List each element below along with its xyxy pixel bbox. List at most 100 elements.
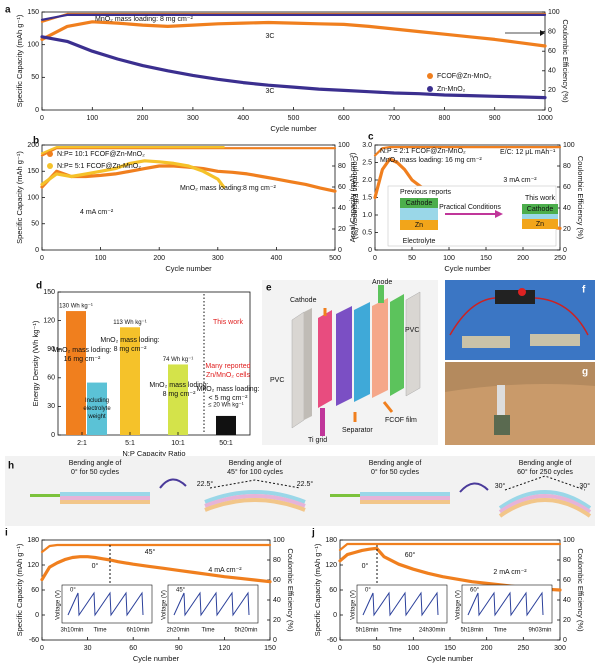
- y2-axis-title: Coulombic Efficiency (%): [576, 156, 585, 240]
- x-tick-label: 400: [271, 255, 283, 262]
- annotation: Voltage (V): [351, 590, 357, 620]
- panel-g: g: [445, 362, 595, 445]
- legend-marker: [427, 86, 433, 92]
- legend-marker: [47, 163, 53, 169]
- value-label: ≤ 20 Wh kg⁻¹: [208, 403, 243, 409]
- layer: [60, 496, 150, 500]
- value-label: 113 Wh kg⁻¹: [113, 320, 146, 326]
- legend-marker: [427, 73, 433, 79]
- annotation: Time: [93, 628, 107, 634]
- arm: [445, 384, 595, 445]
- legend-label: N:P= 5:1 FCOF@Zn-MnO₂: [57, 163, 141, 170]
- y2-tick-label: 40: [548, 68, 556, 75]
- panel-h: h Bending angle of 0° for 50 cycles Bend…: [5, 456, 595, 526]
- label: 22.5°: [197, 480, 214, 488]
- arrow: [459, 482, 489, 493]
- annotation: 8 mg cm⁻²: [114, 346, 148, 353]
- annotation: 3C: [266, 33, 275, 40]
- annotation: E/C: 12 μL mAh⁻¹: [500, 149, 556, 156]
- arrow: [382, 401, 394, 413]
- x-tick-label: 150: [444, 645, 456, 652]
- inset-frame: [356, 584, 448, 624]
- panel-label: a: [5, 5, 11, 16]
- y2-tick-label: 0: [338, 247, 342, 254]
- y2-tick-label: 0: [548, 107, 552, 114]
- annotation: Practical Conditions: [439, 204, 501, 211]
- pvc: [291, 311, 305, 429]
- ti-grid: [320, 408, 325, 436]
- y-tick-label: 50: [31, 221, 39, 228]
- fcof-film: [372, 298, 388, 398]
- x-tick-label: 50:1: [219, 440, 233, 447]
- y2-tick-label: 100: [548, 9, 560, 16]
- insets: [61, 584, 553, 624]
- y-tick-label: -60: [29, 637, 39, 644]
- bar-note: weight: [87, 414, 106, 420]
- annotation: 0°: [362, 562, 369, 570]
- x-tick-label: 5:1: [125, 440, 135, 447]
- y2-tick-label: 100: [563, 537, 575, 544]
- x-tick-label: 100: [407, 645, 419, 652]
- annotation: 2 mA cm⁻²: [493, 569, 527, 576]
- layer: [204, 494, 306, 508]
- annotation: Zn/MnO₂ cells: [206, 372, 250, 379]
- y-tick-label: 150: [27, 9, 39, 16]
- annotation: 9h03min: [528, 628, 551, 634]
- y-tick-label: 2.0: [362, 177, 372, 184]
- tab: [30, 494, 60, 497]
- y-axis-title: Energy Density (Wh kg⁻¹): [31, 320, 40, 406]
- annotation: MnO₂ mass loding:: [52, 347, 111, 354]
- annotation: Many reported: [205, 363, 250, 370]
- label: Ti grid: [308, 437, 327, 444]
- x-tick-label: 120: [219, 645, 231, 652]
- legend-label: N:P= 10:1 FCOF@Zn-MnO₂: [57, 151, 145, 158]
- x-tick-label: 200: [481, 645, 493, 652]
- y2-tick-label: 80: [338, 163, 346, 170]
- y-tick-label: 180: [27, 537, 39, 544]
- y2-tick-label: 40: [563, 597, 571, 604]
- x-tick-label: 300: [187, 115, 199, 122]
- efficiency-line: [40, 13, 547, 21]
- pvc-side: [304, 308, 312, 420]
- x-tick-label: 50: [373, 645, 381, 652]
- y-axis-title: Specific Capacity (mAh g⁻¹): [15, 151, 24, 244]
- legend-marker: [47, 151, 53, 157]
- x-tick-label: 500: [288, 115, 300, 122]
- strip: [497, 385, 505, 415]
- x-tick-label: 200: [137, 115, 149, 122]
- inset-frame: [61, 584, 153, 624]
- annotation: 24h30min: [419, 628, 445, 634]
- annotation: MnO₂ mass loading: 8 mg cm⁻²: [95, 16, 193, 23]
- y-axis-title: Specific Capacity (mAh g⁻¹): [313, 543, 322, 636]
- y-tick-label: 180: [325, 537, 337, 544]
- angle: [209, 479, 301, 489]
- led: [518, 288, 526, 296]
- annotation: Time: [201, 628, 215, 634]
- x-tick-label: 700: [388, 115, 400, 122]
- y2-tick-label: 20: [338, 226, 346, 233]
- annotation: 3C: [266, 88, 275, 95]
- x-tick-label: 0: [40, 255, 44, 262]
- annotation: 45°: [176, 588, 186, 594]
- x-tick-label: 300: [554, 645, 566, 652]
- x-tick-label: 0: [40, 645, 44, 652]
- label: Cathode: [290, 297, 317, 304]
- x-tick-label: 90: [175, 645, 183, 652]
- separator: [354, 302, 370, 402]
- annotation: MnO₂ mass loding:: [100, 337, 159, 344]
- x-tick-label: 2:1: [77, 440, 87, 447]
- annotation: 6h10min: [126, 628, 149, 634]
- label: 0° for 50 cycles: [71, 468, 119, 476]
- y2-axis-title: Coulombic Efficiency (%): [561, 19, 570, 103]
- y-axis-title: Specific Capacity (mAh g⁻¹): [15, 14, 24, 107]
- y2-tick-label: 60: [548, 48, 556, 55]
- annotation: Cathode: [527, 206, 554, 213]
- label: Anode: [372, 279, 392, 286]
- bar-note: Including: [85, 398, 109, 404]
- x-tick-label: 400: [237, 115, 249, 122]
- label: 45° for 100 cycles: [227, 468, 283, 476]
- label: Bending angle of: [229, 460, 282, 467]
- panel-label: j: [311, 528, 315, 539]
- x-tick-label: 150: [264, 645, 276, 652]
- y2-axis-title: Coulombic Efficiency (%): [286, 548, 295, 632]
